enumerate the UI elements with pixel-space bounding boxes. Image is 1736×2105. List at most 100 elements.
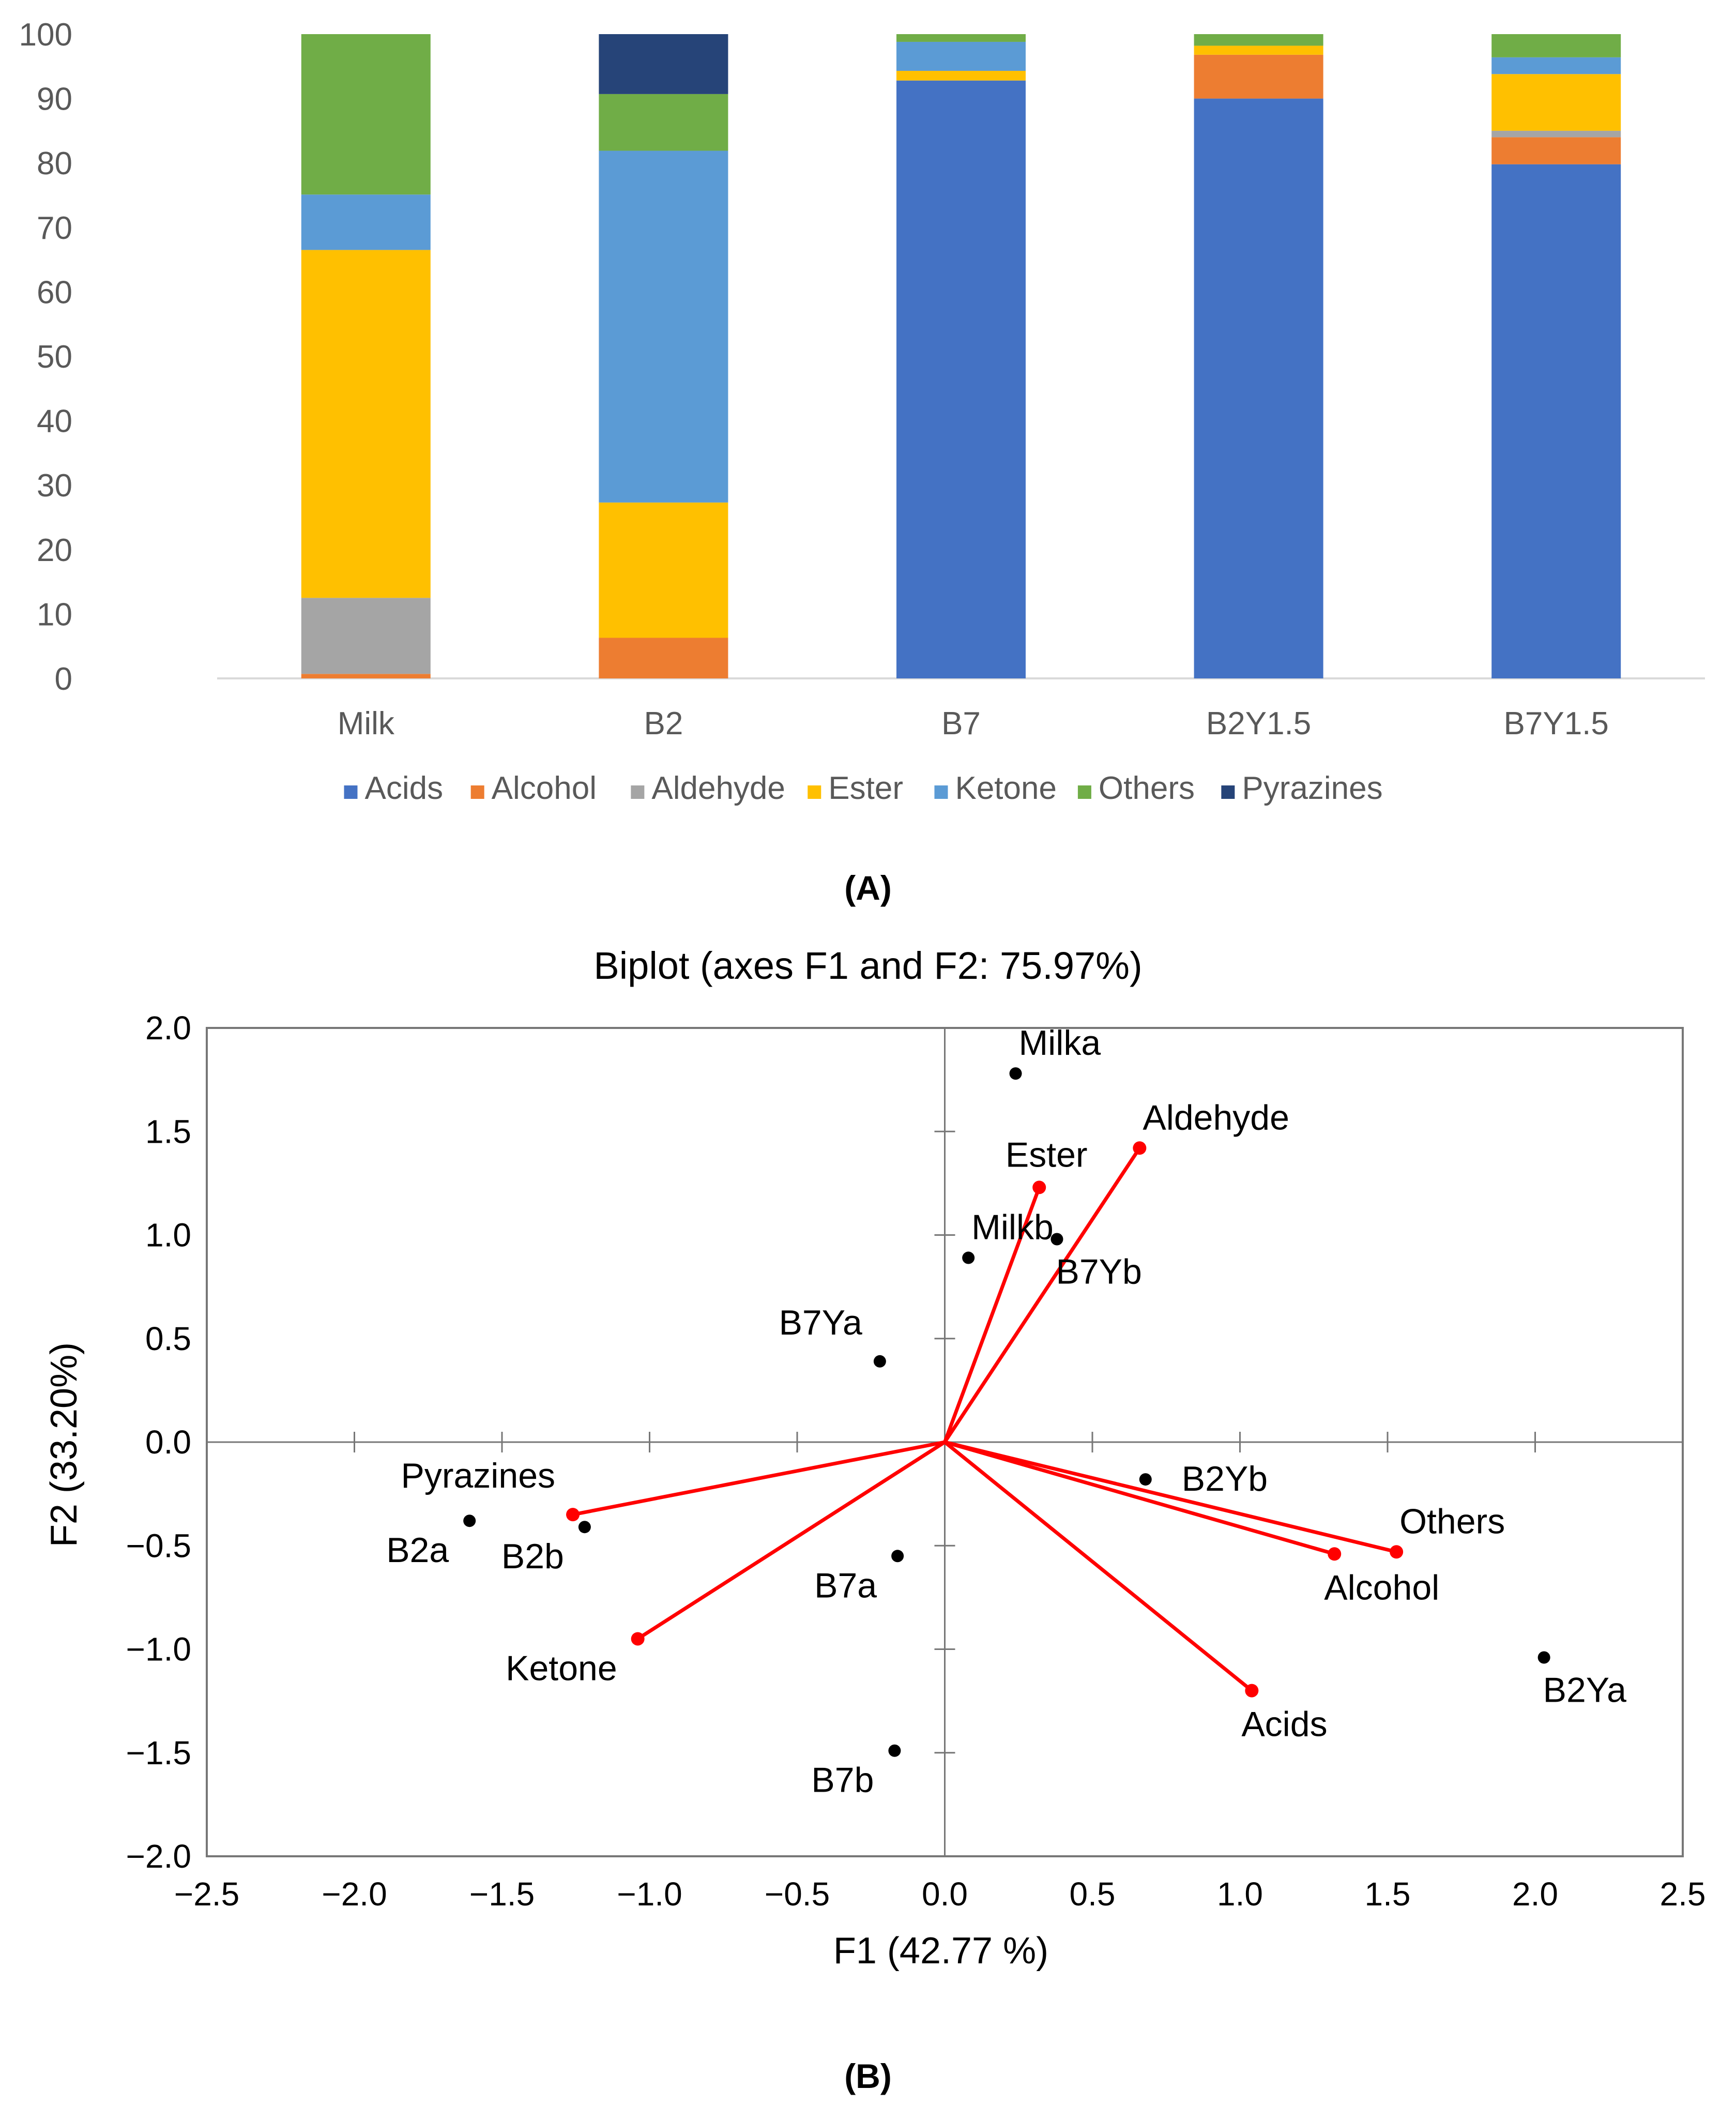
legend-label: Others (1099, 770, 1195, 806)
bar-b2-ester (599, 502, 728, 638)
bar-b2y1-5-others (1194, 34, 1323, 46)
legend-item-ester: Ester (808, 770, 903, 806)
vector-line (572, 1440, 946, 1517)
legend-swatch (934, 785, 948, 799)
x-tick-label: 0.0 (922, 1875, 968, 1913)
y-tick-label: 60 (37, 275, 72, 310)
bar-stack-milk (301, 34, 431, 678)
y-tick-label: −0.5 (126, 1527, 191, 1564)
bar-stacks (301, 34, 1621, 679)
y-tick-label: 2.0 (145, 1009, 191, 1047)
y-axis-label: F2 (33.20%) (43, 1342, 85, 1547)
bar-b7y1-5-ester (1491, 74, 1621, 131)
vector-endpoint (1390, 1545, 1404, 1559)
observation-point (1139, 1473, 1152, 1486)
vector-pyrazines: Pyrazines (401, 1440, 946, 1522)
observation-b2b: B2b (501, 1521, 591, 1576)
legend-item-alcohol: Alcohol (470, 770, 597, 806)
vector-label: Pyrazines (401, 1456, 555, 1495)
observation-b7yb: B7Yb (1050, 1233, 1142, 1292)
bar-b7-others (896, 34, 1026, 42)
observation-point (1050, 1233, 1063, 1246)
y-axis: 0 10 20 30 40 50 60 70 80 90 100 (19, 17, 1705, 697)
category-label: B7Y1.5 (1504, 706, 1609, 741)
y-tick-label: 100 (19, 17, 72, 53)
observation-point (962, 1251, 975, 1264)
vector-label: Acids (1241, 1705, 1327, 1744)
y-tick-label: −2.0 (126, 1838, 191, 1875)
bar-stack-b7y1-5 (1491, 34, 1621, 678)
vector-ketone: Ketone (506, 1441, 946, 1688)
y-tick-label: 0 (55, 661, 72, 697)
vector-line (943, 1187, 1041, 1443)
bar-b7-ketone (896, 41, 1026, 71)
x-tick-label: 1.0 (1217, 1875, 1263, 1913)
x-tick-label: 2.0 (1512, 1875, 1558, 1913)
y-tick-label: 1.5 (145, 1113, 191, 1150)
y-tick-label: −1.0 (126, 1631, 191, 1668)
legend-swatch (808, 785, 821, 799)
category-label: B2Y1.5 (1206, 706, 1311, 741)
bar-milk-ester (301, 250, 431, 598)
observation-label: B7b (811, 1761, 874, 1800)
bar-b2-pyrazines (599, 34, 728, 94)
legend-label: Aldehyde (651, 770, 785, 806)
observation-label: B7Yb (1056, 1252, 1141, 1292)
y-tick-label: 30 (37, 468, 72, 504)
observation-b7ya: B7Ya (779, 1303, 886, 1368)
bar-b2-others (599, 94, 728, 151)
legend-item-others: Others (1077, 770, 1195, 806)
legend-label: Alcohol (492, 770, 597, 806)
observation-label: B7a (814, 1566, 877, 1605)
legend-label: Ketone (955, 770, 1057, 806)
observation-label: Milka (1019, 1023, 1101, 1063)
chart-title: Biplot (axes F1 and F2: 75.97%) (593, 944, 1142, 987)
y-tick-label: 0.5 (145, 1320, 191, 1357)
bar-b2-alcohol (599, 638, 728, 678)
observation-point (578, 1521, 591, 1534)
category-label: B2 (644, 706, 683, 741)
variable-vectors: Aldehyde Ester Pyrazines Ketone Others Alcoho… (401, 1098, 1505, 1744)
legend-swatch (344, 785, 358, 799)
bar-stack-b2y1-5 (1194, 34, 1323, 679)
legend-label: Acids (364, 770, 443, 806)
legend: Acids Alcohol Aldehyde Ester Ketone Others Pyr… (344, 770, 1383, 806)
vector-acids: Acids (943, 1441, 1328, 1744)
y-tick-label: 50 (37, 339, 72, 375)
y-tick-label: 20 (37, 533, 72, 568)
x-tick-label: 2.5 (1660, 1875, 1706, 1913)
vector-label: Others (1399, 1502, 1505, 1541)
bar-b2y1-5-acids (1194, 98, 1323, 679)
vector-ester: Ester (943, 1135, 1088, 1443)
y-tick-label: 70 (37, 210, 72, 246)
legend-item-aldehyde: Aldehyde (631, 770, 785, 806)
vector-endpoint (1245, 1684, 1259, 1698)
bar-b2y1-5-ester (1194, 46, 1323, 55)
y-tick-label: 90 (37, 82, 72, 117)
bar-b7y1-5-ketone (1491, 57, 1621, 74)
bar-stack-b7 (896, 34, 1026, 678)
vector-label: Alcohol (1324, 1568, 1439, 1607)
category-label: B7 (941, 706, 981, 741)
observation-b2yb: B2Yb (1139, 1459, 1268, 1498)
bar-b7-acids (896, 80, 1026, 678)
vector-endpoint (1032, 1180, 1046, 1194)
vector-line (943, 1441, 1253, 1692)
legend-item-acids: Acids (344, 770, 443, 806)
biplot-chart: Biplot (axes F1 and F2: 75.97%) −2.5 −2.0… (43, 944, 1705, 2095)
y-tick-label: −1.5 (126, 1734, 191, 1771)
legend-swatch (631, 785, 645, 799)
bar-stack-b2 (599, 34, 728, 678)
y-tick-label: 1.0 (145, 1217, 191, 1254)
stacked-bar-chart: 0 10 20 30 40 50 60 70 80 90 100 Milk B2 B7 B2Y1.5 B7Y… (19, 17, 1705, 907)
legend-swatch (470, 785, 484, 799)
bar-milk-alcohol (301, 674, 431, 678)
observation-point (873, 1355, 886, 1368)
x-tick-label: −2.0 (322, 1875, 387, 1913)
observation-point (888, 1744, 901, 1757)
bar-milk-ketone (301, 194, 431, 250)
legend-label: Ester (828, 770, 903, 806)
observation-label: B2b (501, 1537, 564, 1576)
vector-line (636, 1441, 946, 1641)
